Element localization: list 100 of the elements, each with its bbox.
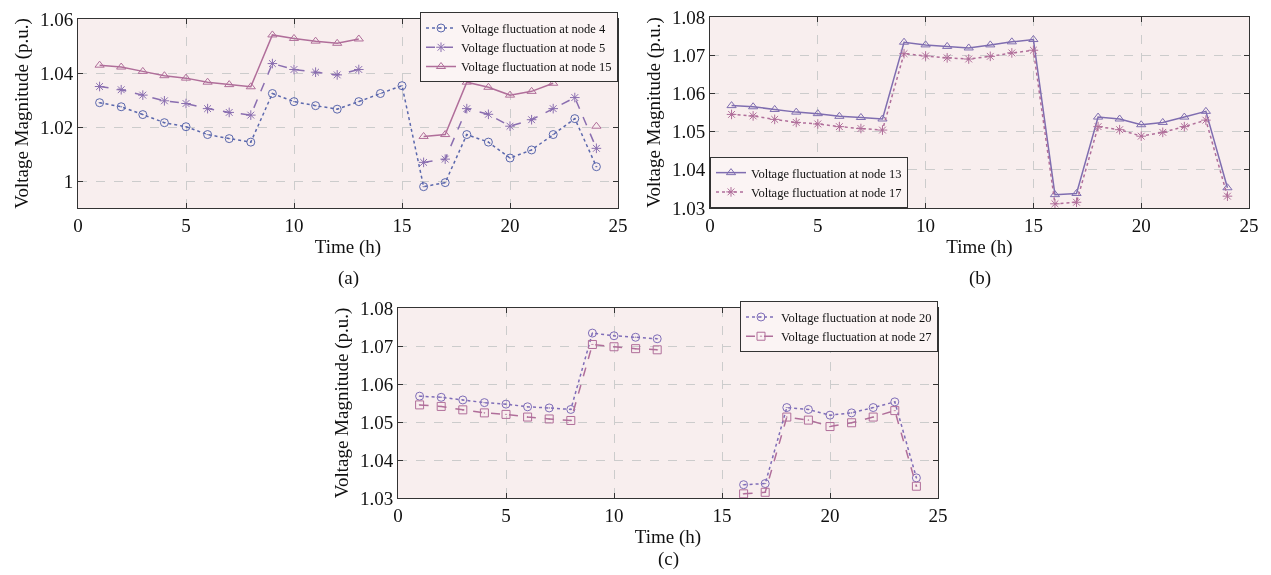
- point: [1179, 121, 1190, 132]
- point: [353, 34, 364, 42]
- point: [548, 130, 558, 140]
- point: [288, 64, 300, 75]
- point: [847, 418, 857, 428]
- point: [791, 107, 802, 115]
- point: [181, 122, 191, 132]
- point: [501, 399, 511, 409]
- x-axis-title: Time (h): [946, 235, 1013, 258]
- point: [631, 344, 641, 354]
- point: [331, 69, 343, 81]
- point: [1071, 188, 1082, 196]
- point: [375, 89, 385, 99]
- point: [984, 51, 996, 62]
- point: [570, 114, 580, 124]
- y-axis-title: Voltage Magnitude (p.u.): [10, 18, 33, 209]
- point: [812, 109, 823, 117]
- point: [566, 404, 576, 414]
- point: [523, 412, 533, 422]
- point: [1006, 47, 1018, 59]
- point: [1222, 190, 1233, 202]
- point: [911, 473, 921, 483]
- point: [1157, 127, 1169, 138]
- point: [246, 137, 256, 147]
- x-tick-label: 5: [181, 214, 191, 236]
- y-tick-label: 1.03: [359, 487, 394, 509]
- point: [415, 391, 425, 401]
- point: [397, 81, 407, 91]
- y-axis-title: Voltage Magnitude (p.u.): [642, 17, 665, 208]
- point: [985, 40, 996, 48]
- point: [782, 412, 792, 422]
- x-axis-title: Time (h): [314, 235, 382, 258]
- point: [159, 118, 169, 128]
- point: [526, 86, 537, 94]
- point: [566, 415, 576, 425]
- point: [911, 481, 921, 491]
- point: [591, 143, 602, 154]
- point: [289, 97, 299, 107]
- point: [310, 36, 321, 44]
- x-tick-label: 10: [916, 214, 936, 236]
- point: [159, 95, 170, 107]
- point: [631, 332, 641, 342]
- point: [1200, 114, 1212, 126]
- point: [739, 480, 749, 490]
- point: [877, 124, 888, 136]
- point: [1157, 117, 1168, 125]
- point: [1071, 196, 1082, 208]
- point: [419, 182, 429, 192]
- point: [1114, 124, 1125, 135]
- point: [354, 97, 364, 107]
- point: [847, 408, 857, 418]
- point: [501, 409, 511, 419]
- x-tick-label: 5: [813, 214, 823, 236]
- legend-label: Voltage fluctuation at node 13: [751, 166, 902, 181]
- x-tick-label: 20: [1131, 214, 1151, 236]
- point: [609, 342, 619, 352]
- point: [748, 102, 759, 110]
- x-tick-label: 0: [73, 214, 83, 236]
- text: (b): [969, 267, 992, 289]
- point: [868, 403, 878, 413]
- point: [138, 110, 148, 120]
- legend-label: Voltage fluctuation at node 20: [781, 310, 932, 325]
- point: [267, 58, 278, 69]
- point: [942, 41, 953, 49]
- x-tick-label: 15: [1023, 214, 1043, 236]
- point: [245, 109, 257, 121]
- point: [436, 392, 446, 402]
- y-tick-label: 1.07: [359, 335, 394, 357]
- point: [825, 410, 835, 420]
- point: [1114, 114, 1125, 122]
- x-tick-label: 0: [393, 504, 403, 526]
- point: [310, 66, 321, 78]
- point: [547, 103, 559, 114]
- point: [332, 38, 343, 46]
- point: [504, 120, 516, 132]
- point: [1200, 106, 1211, 114]
- point: [202, 77, 213, 85]
- point: [812, 118, 824, 130]
- point: [223, 107, 235, 118]
- point: [782, 403, 792, 413]
- legend-label: Voltage fluctuation at node 17: [751, 185, 902, 200]
- point: [544, 414, 554, 424]
- point: [418, 131, 429, 139]
- y-tick-label: 1.04: [359, 449, 394, 471]
- y-tick-label: 1.04: [671, 159, 706, 181]
- point: [203, 130, 213, 140]
- y-tick-label: 1.03: [671, 197, 706, 219]
- point: [526, 114, 537, 126]
- point: [1028, 35, 1039, 43]
- y-tick-label: 1.06: [671, 83, 706, 105]
- point: [868, 412, 878, 422]
- y-tick-label: 1.02: [39, 116, 74, 138]
- point: [483, 82, 494, 90]
- point: [569, 92, 581, 103]
- point: [769, 114, 780, 125]
- x-tick-label: 0: [705, 214, 715, 236]
- point: [890, 406, 900, 416]
- point: [587, 339, 597, 349]
- x-tick-label: 25: [1239, 214, 1259, 236]
- point: [458, 395, 468, 405]
